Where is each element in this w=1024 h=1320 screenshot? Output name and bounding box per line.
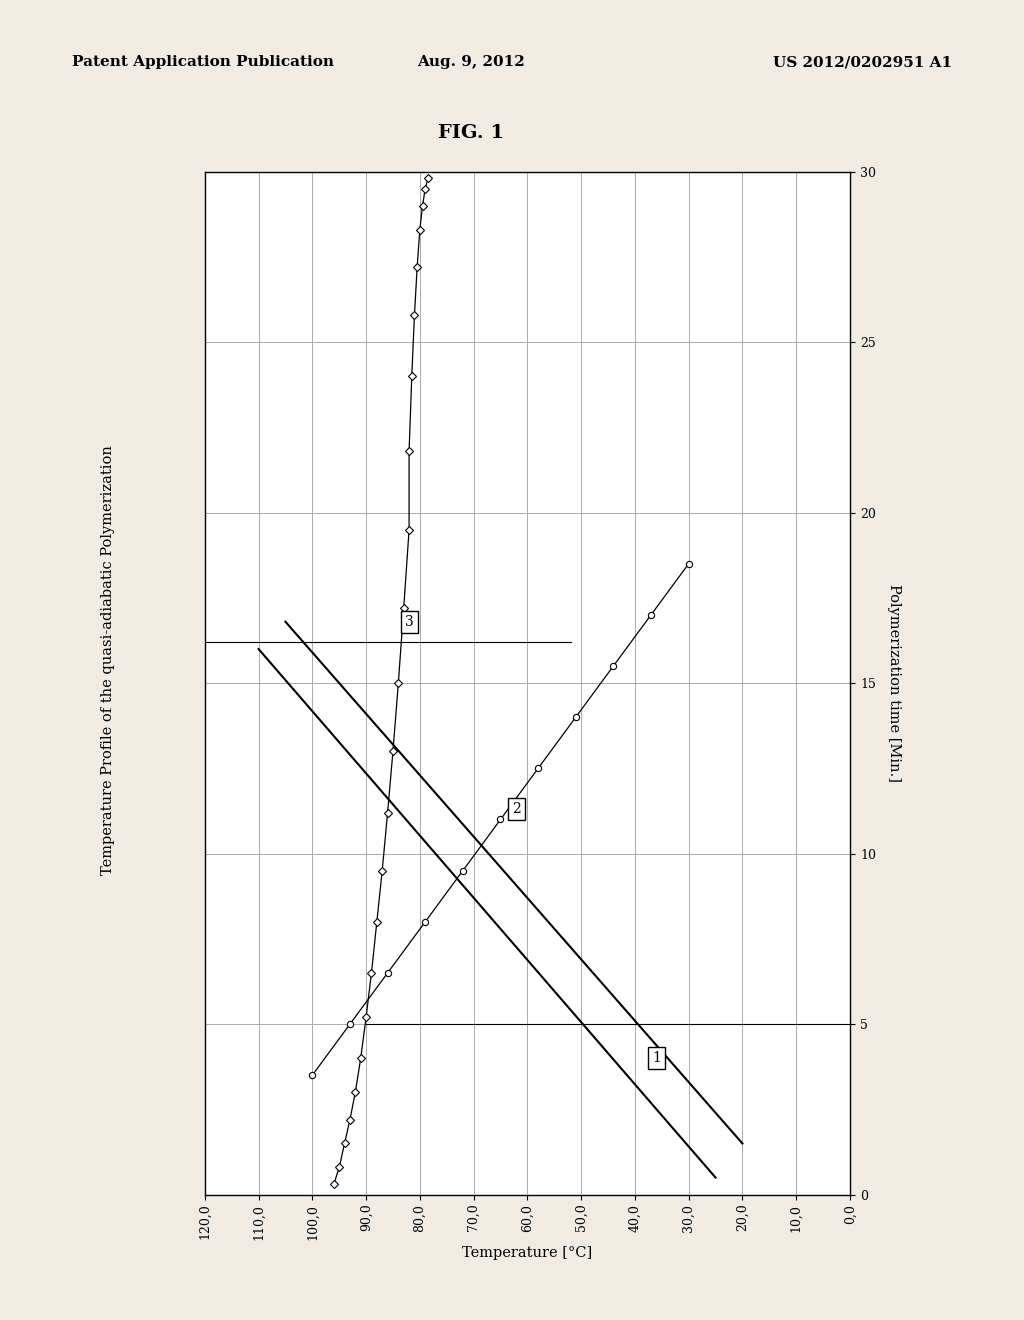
Text: Patent Application Publication: Patent Application Publication — [72, 55, 334, 70]
Text: Aug. 9, 2012: Aug. 9, 2012 — [417, 55, 525, 70]
Text: 3: 3 — [404, 615, 414, 628]
Text: Temperature Profile of the quasi-adiabatic Polymerization: Temperature Profile of the quasi-adiabat… — [100, 445, 115, 875]
Y-axis label: Polymerization time [Min.]: Polymerization time [Min.] — [888, 583, 901, 781]
Text: 2: 2 — [512, 803, 521, 816]
Text: US 2012/0202951 A1: US 2012/0202951 A1 — [773, 55, 952, 70]
Text: 1: 1 — [652, 1051, 660, 1065]
Text: FIG. 1: FIG. 1 — [438, 124, 504, 143]
X-axis label: Temperature [°C]: Temperature [°C] — [462, 1246, 593, 1261]
